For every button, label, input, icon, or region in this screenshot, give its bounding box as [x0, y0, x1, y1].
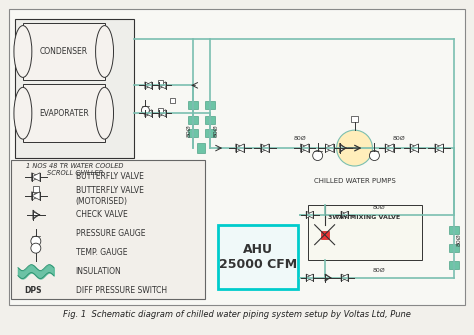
FancyBboxPatch shape	[449, 226, 459, 234]
Text: AHU
25000 CFM: AHU 25000 CFM	[219, 243, 297, 271]
Bar	[33, 186, 39, 192]
Polygon shape	[385, 144, 393, 152]
Polygon shape	[306, 274, 313, 281]
Bar	[351, 116, 358, 122]
Polygon shape	[435, 144, 443, 152]
Circle shape	[369, 150, 379, 160]
Polygon shape	[306, 211, 313, 218]
Polygon shape	[410, 144, 419, 152]
FancyBboxPatch shape	[188, 116, 198, 124]
FancyBboxPatch shape	[188, 101, 198, 109]
Bar	[158, 80, 164, 85]
Bar	[158, 108, 164, 113]
Polygon shape	[341, 211, 348, 218]
Text: 80Ø: 80Ø	[293, 136, 306, 141]
Circle shape	[313, 150, 323, 160]
Text: 1 NOS 48 TR WATER COOLED
SCROLL CHILLER: 1 NOS 48 TR WATER COOLED SCROLL CHILLER	[26, 163, 123, 176]
Text: EVAPORATER: EVAPORATER	[39, 109, 89, 118]
Polygon shape	[33, 210, 39, 219]
Polygon shape	[261, 144, 269, 152]
Polygon shape	[325, 274, 330, 281]
Text: 80Ø: 80Ø	[373, 268, 386, 273]
Polygon shape	[261, 144, 269, 152]
Bar	[218, 225, 298, 289]
Bar	[23, 22, 105, 80]
Polygon shape	[341, 274, 348, 281]
Text: INSULATION: INSULATION	[76, 267, 121, 276]
Bar	[15, 19, 135, 158]
Text: CHECK VALVE: CHECK VALVE	[76, 210, 128, 219]
Polygon shape	[145, 82, 152, 89]
Ellipse shape	[96, 25, 113, 77]
Text: 80Ø: 80Ø	[186, 124, 191, 137]
Polygon shape	[32, 192, 40, 200]
FancyBboxPatch shape	[205, 129, 215, 137]
FancyBboxPatch shape	[205, 101, 215, 109]
Polygon shape	[32, 173, 40, 181]
Polygon shape	[159, 82, 166, 89]
Polygon shape	[32, 173, 40, 181]
Bar	[308, 205, 422, 260]
Text: 80Ø: 80Ø	[393, 136, 406, 141]
Text: 80Ø: 80Ø	[373, 205, 386, 210]
FancyBboxPatch shape	[197, 143, 205, 153]
Polygon shape	[410, 144, 419, 152]
Text: PRESSURE GAUGE: PRESSURE GAUGE	[76, 229, 145, 238]
Polygon shape	[341, 274, 348, 281]
Polygon shape	[385, 144, 393, 152]
Polygon shape	[159, 82, 166, 89]
FancyBboxPatch shape	[205, 116, 215, 124]
Polygon shape	[301, 144, 309, 152]
Polygon shape	[306, 274, 313, 281]
Polygon shape	[435, 144, 443, 152]
Polygon shape	[159, 110, 166, 117]
Bar	[9, 9, 465, 306]
Polygon shape	[145, 110, 152, 117]
Bar	[11, 160, 205, 299]
FancyBboxPatch shape	[188, 129, 198, 137]
Text: CHILLED WATER PUMPS: CHILLED WATER PUMPS	[314, 178, 395, 184]
Text: DPS: DPS	[24, 286, 41, 295]
FancyBboxPatch shape	[449, 261, 459, 269]
Polygon shape	[306, 211, 313, 218]
Ellipse shape	[96, 87, 113, 139]
Bar	[320, 231, 328, 239]
Circle shape	[141, 106, 149, 114]
Polygon shape	[145, 110, 152, 117]
Text: CONDENSER: CONDENSER	[40, 47, 88, 56]
Text: BUTTERFLY VALVE
(MOTORISED): BUTTERFLY VALVE (MOTORISED)	[76, 186, 144, 206]
Polygon shape	[301, 144, 309, 152]
Text: Fig. 1  Schematic diagram of chilled water piping system setup by Voltas Ltd, Pu: Fig. 1 Schematic diagram of chilled wate…	[63, 310, 411, 319]
Ellipse shape	[14, 87, 32, 139]
Polygon shape	[145, 82, 152, 89]
FancyBboxPatch shape	[449, 244, 459, 252]
Polygon shape	[236, 144, 244, 152]
Polygon shape	[32, 192, 40, 200]
Text: DIFF PRESSURE SWITCH: DIFF PRESSURE SWITCH	[76, 286, 167, 295]
Circle shape	[337, 130, 373, 166]
Bar	[170, 98, 175, 103]
Ellipse shape	[14, 25, 32, 77]
Text: 3WAY MIXING VALVE: 3WAY MIXING VALVE	[328, 215, 401, 220]
Polygon shape	[341, 211, 348, 218]
Polygon shape	[339, 143, 346, 153]
Polygon shape	[159, 110, 166, 117]
Text: 80Ø: 80Ø	[456, 233, 461, 246]
Text: BUTTERFLY VALVE: BUTTERFLY VALVE	[76, 173, 144, 182]
Polygon shape	[326, 144, 334, 152]
Polygon shape	[326, 144, 334, 152]
Bar	[23, 84, 105, 142]
Text: 80Ø: 80Ø	[213, 124, 218, 137]
Text: TEMP. GAUGE: TEMP. GAUGE	[76, 248, 127, 257]
Polygon shape	[236, 144, 244, 152]
Circle shape	[31, 236, 41, 246]
Circle shape	[31, 243, 41, 253]
